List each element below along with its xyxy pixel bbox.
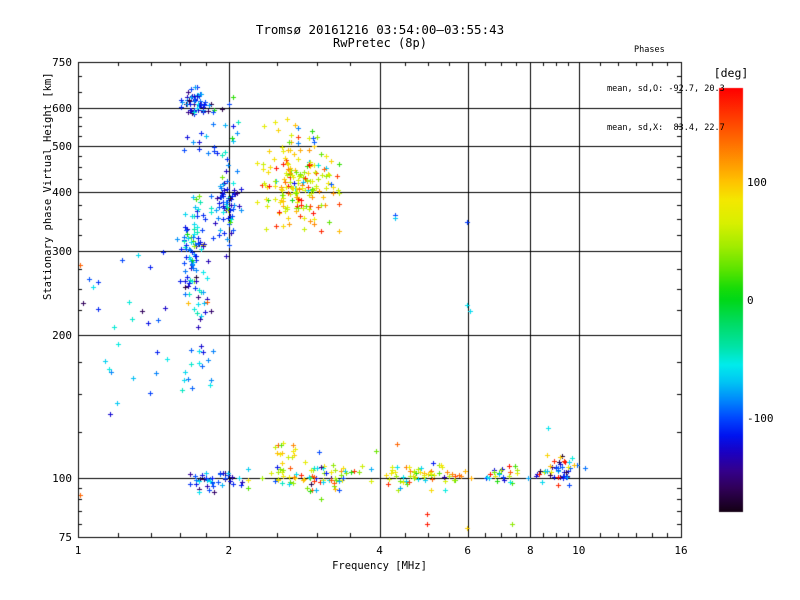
x-tick-label: 10	[572, 544, 586, 557]
y-tick-label: 500	[52, 139, 72, 153]
phase-stats-x-line: mean, sd,X: 83.4, 22.7	[607, 123, 725, 133]
plot-title: Tromsø 20161216 03:54:00–03:55:43	[255, 22, 505, 37]
colorbar-tick-label: -100	[747, 411, 774, 425]
x-tick-label: 1	[74, 544, 82, 557]
y-tick-label: 75	[58, 531, 72, 544]
x-tick-label: 8	[526, 544, 534, 557]
phase-stats-block: Phases mean, sd,O: -92.7, 20.3 mean, sd,…	[607, 18, 725, 161]
y-tick-label: 750	[52, 56, 72, 69]
colorbar-unit-label: [deg]	[713, 66, 749, 80]
y-tick-label: 600	[52, 102, 72, 116]
phase-stats-header: Phases	[634, 45, 665, 55]
x-tick-label: 16	[674, 544, 688, 557]
x-tick-label: 4	[376, 544, 383, 557]
x-tick-label: 6	[464, 544, 471, 557]
x-tick-label: 2	[225, 544, 233, 557]
y-tick-label: 300	[52, 245, 72, 259]
colorbar-tick-label: 0	[747, 294, 754, 307]
y-tick-label: 200	[52, 328, 72, 342]
plot-subtitle: RwPretec (8p)	[333, 36, 427, 50]
colorbar-tick-label: 100	[747, 176, 767, 190]
x-axis-label: Frequency [MHz]	[332, 560, 427, 572]
y-tick-label: 400	[52, 185, 72, 199]
phase-stats-o-line: mean, sd,O: -92.7, 20.3	[607, 84, 725, 94]
y-tick-label: 100	[52, 471, 72, 485]
